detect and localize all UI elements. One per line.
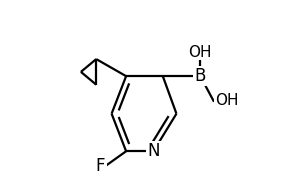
Text: OH: OH <box>189 45 212 60</box>
Text: F: F <box>96 157 105 175</box>
Text: OH: OH <box>215 93 238 108</box>
Text: N: N <box>147 142 160 160</box>
Text: B: B <box>195 67 206 85</box>
